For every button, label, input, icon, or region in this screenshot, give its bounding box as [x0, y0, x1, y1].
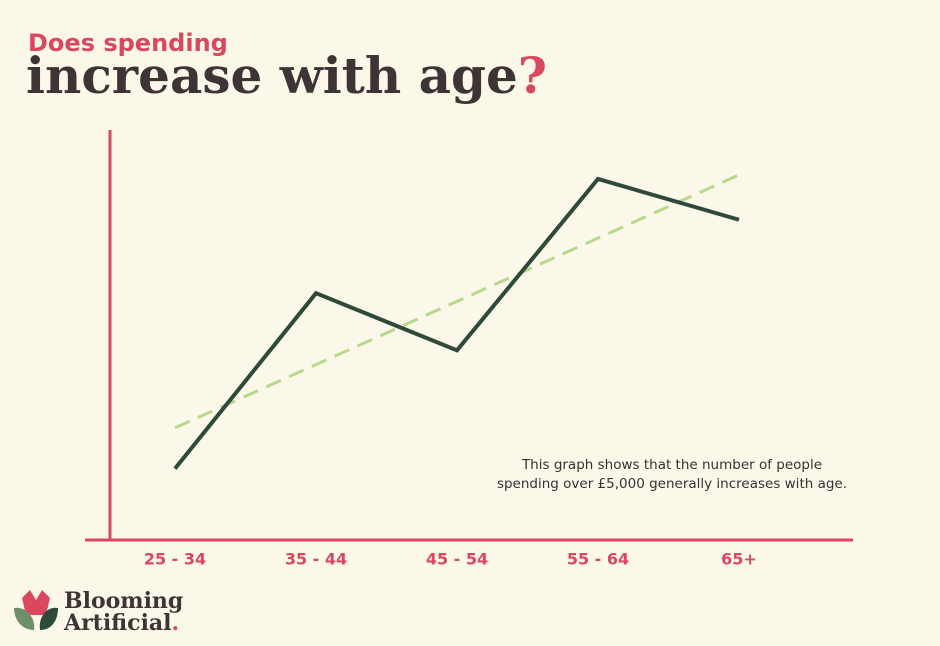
- logo-leaf: [39, 607, 58, 630]
- trend-line: [174, 173, 740, 430]
- headline: increase with age?: [26, 46, 547, 105]
- x-tick-label: 25 - 34: [144, 550, 206, 569]
- x-tick-label: 65+: [721, 550, 757, 569]
- x-tick-label: 35 - 44: [285, 550, 347, 569]
- brand-name: Artificial.: [63, 610, 179, 636]
- annotation: spending over £5,000 generally increases…: [497, 476, 847, 492]
- line: [173, 176, 740, 470]
- annotation: This graph shows that the number of peop…: [521, 457, 822, 473]
- brand-dot: .: [172, 610, 180, 636]
- logo-flower: [22, 590, 50, 615]
- brand-name: Blooming: [64, 588, 183, 614]
- logo-leaf: [14, 607, 35, 630]
- headline-mark: ?: [518, 46, 547, 105]
- chart-title: Does spending: [28, 29, 228, 57]
- x-tick-label: 45 - 54: [426, 550, 488, 569]
- logo: Blooming Artificial.: [14, 588, 183, 636]
- brand-text: Artificial: [63, 610, 172, 636]
- x-tick-label: 55 - 64: [567, 550, 629, 569]
- headline-text: increase with age: [26, 46, 518, 105]
